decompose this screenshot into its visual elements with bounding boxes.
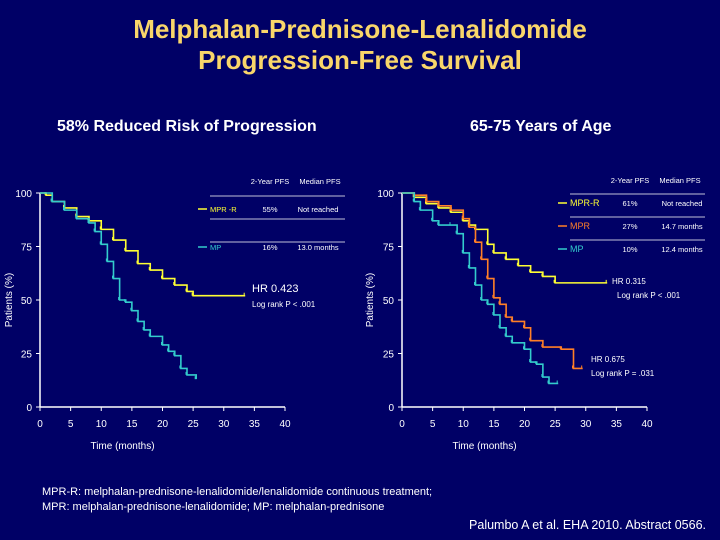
median-value: 12.4 months [661,245,703,254]
legend-label: MPR [570,221,591,231]
right-subtitle: 65-75 Years of Age [470,118,612,135]
annotation: HR 0.675 [591,355,625,364]
table-header: Median PFS [659,176,700,185]
chart-1: 0 5 10 15 20 25 30 35 40 0 25 50 75 100 Time (months) P… [365,176,705,452]
y-tick-label: 25 [21,350,33,361]
table-header: Median PFS [299,177,340,186]
title-line-2: Progression-Free Survival [198,45,522,75]
y-tick-label: 100 [15,189,32,200]
legend-label: MPR-R [570,198,600,208]
y-tick-label: 50 [21,296,33,307]
y-tick-label: 100 [377,189,394,200]
series-line-mpr [402,192,583,370]
series-line-mprr [402,192,608,284]
table-header: 2-Year PFS [251,177,290,186]
x-tick-label: 30 [580,419,592,430]
legend-label: MP [570,244,584,254]
legend-label: MP [210,243,221,252]
series-line-mp [402,192,559,385]
median-value: 13.0 months [297,243,339,252]
title-line-1: Melphalan-Prednisone-Lenalidomide [133,14,587,44]
x-tick-label: 35 [611,419,623,430]
median-value: 14.7 months [661,222,703,231]
x-tick-label: 0 [37,419,43,430]
y-axis-label: Patients (%) [4,273,15,327]
x-tick-label: 0 [399,419,405,430]
series-line-mp [40,192,197,380]
x-tick-label: 40 [641,419,653,430]
slide-title: Melphalan-Prednisone-Lenalidomide Progre… [0,14,720,76]
y-tick-label: 75 [21,243,33,254]
annotation: Log rank P < .001 [252,300,316,309]
left-subtitle: 58% Reduced Risk of Progression [57,118,317,135]
citation: Palumbo A et al. EHA 2010. Abstract 0566… [469,518,706,532]
x-tick-label: 10 [96,419,108,430]
x-tick-label: 20 [519,419,531,430]
y-tick-label: 0 [26,403,32,414]
x-tick-label: 5 [68,419,74,430]
annotation: HR 0.423 [252,283,298,295]
y-axis-label: Patients (%) [365,273,376,327]
annotation: Log rank P = .031 [591,369,655,378]
y-tick-label: 25 [383,350,395,361]
pfs2-value: 16% [262,243,277,252]
x-tick-label: 15 [126,419,138,430]
y-tick-label: 50 [383,296,395,307]
chart-0: 0 5 10 15 20 25 30 35 40 0 25 50 75 100 Time (months) P… [4,177,345,452]
legend-label: MPR -R [210,205,237,214]
x-tick-label: 10 [458,419,470,430]
footnote-line-2: MPR: melphalan-prednisone-lenalidomide; … [42,501,385,513]
x-tick-label: 35 [249,419,261,430]
pfs2-value: 10% [622,245,637,254]
footnote-line-1: MPR-R: melphalan-prednisone-lenalidomide… [42,486,433,498]
x-axis-label: Time (months) [90,441,154,452]
median-value: Not reached [662,199,703,208]
x-axis-label: Time (months) [452,441,516,452]
pfs2-value: 27% [622,222,637,231]
y-tick-label: 0 [388,403,394,414]
median-value: Not reached [298,205,339,214]
x-tick-label: 15 [488,419,500,430]
table-header: 2-Year PFS [611,176,650,185]
pfs2-value: 61% [622,199,637,208]
x-tick-label: 25 [188,419,200,430]
x-tick-label: 40 [279,419,291,430]
x-tick-label: 5 [430,419,436,430]
annotation: Log rank P < .001 [617,291,681,300]
annotation: HR 0.315 [612,277,646,286]
x-tick-label: 20 [157,419,169,430]
y-tick-label: 75 [383,243,395,254]
x-tick-label: 25 [550,419,562,430]
pfs2-value: 55% [262,205,277,214]
x-tick-label: 30 [218,419,230,430]
footnote: MPR-R: melphalan-prednisone-lenalidomide… [42,485,432,515]
